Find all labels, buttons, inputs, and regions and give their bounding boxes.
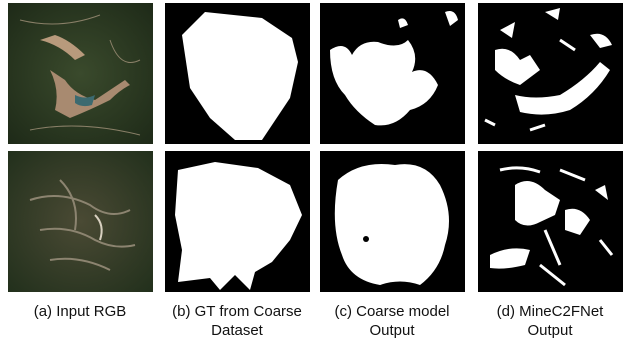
coarse-output-1 <box>320 3 465 144</box>
caption-line: Dataset <box>211 322 264 339</box>
minec2fnet-output-1 <box>478 3 623 144</box>
caption-line: (b) GT from Coarse <box>172 303 302 320</box>
gt-mask-2 <box>165 151 310 292</box>
input-rgb-1 <box>8 3 153 144</box>
minec2fnet-output-2 <box>478 151 623 292</box>
input-rgb-2 <box>8 151 153 292</box>
caption-line: (c) Coarse model <box>334 303 449 320</box>
caption-line: (d) MineC2FNet <box>497 303 605 320</box>
coarse-output-2 <box>320 151 465 292</box>
caption-line: Output <box>527 322 573 339</box>
captions: (a) Input RGB (b) GT from Coarse Dataset (c… <box>34 303 604 339</box>
figure: (a) Input RGB (b) GT from Coarse Dataset (c… <box>0 0 628 344</box>
caption-line: (a) Input RGB <box>34 303 127 320</box>
gt-mask-1 <box>165 3 310 144</box>
caption-line: Output <box>369 322 415 339</box>
